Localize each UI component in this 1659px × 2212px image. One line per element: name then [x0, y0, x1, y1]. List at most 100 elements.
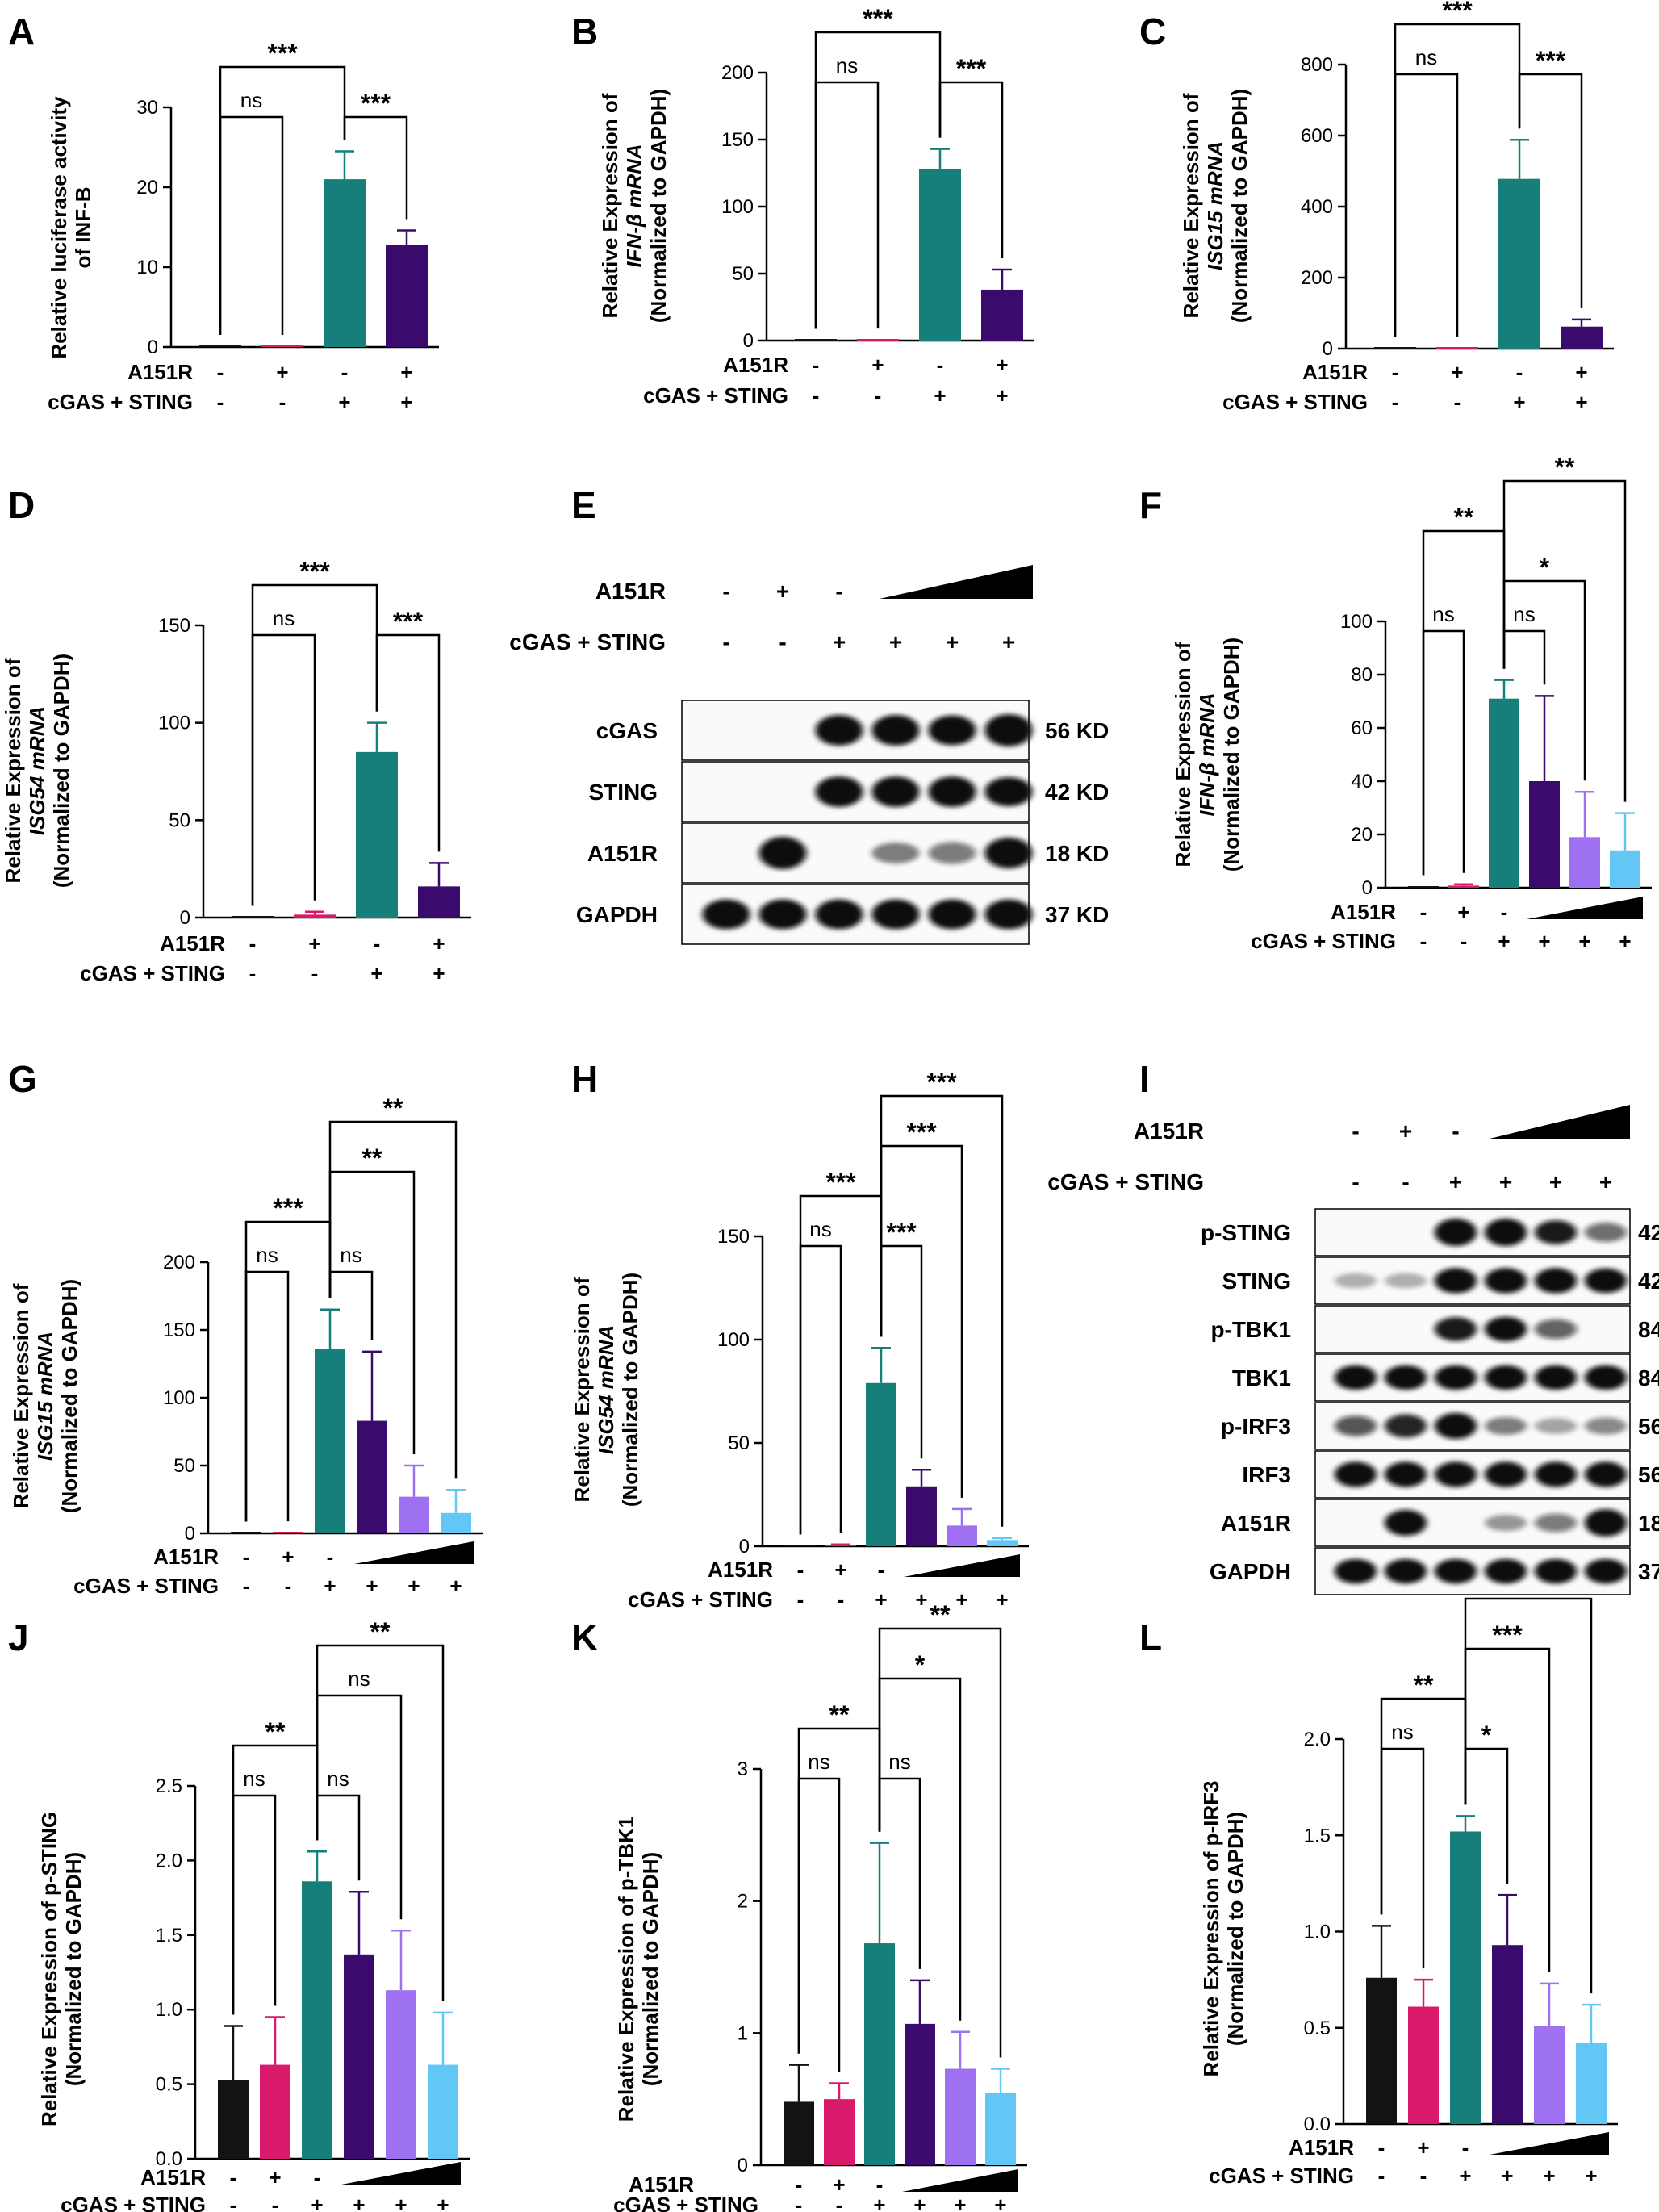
blot-band [871, 899, 920, 930]
condition-sign: - [1420, 900, 1427, 924]
bar [945, 2068, 976, 2165]
y-axis-label-line: IFN-β mRNA [1195, 692, 1219, 816]
condition-sign: + [449, 1574, 462, 1598]
significance-label: *** [267, 39, 298, 68]
chart-l: 0.0 0.5 1.0 1.5 2.0 Relative Expression of p-… [1199, 1570, 1618, 2188]
condition-sign: - [876, 2172, 884, 2197]
condition-sign: + [934, 383, 946, 408]
significance-label: ** [362, 1144, 382, 1173]
condition-sign: + [873, 2193, 885, 2212]
condition-sign: + [1543, 2164, 1555, 2188]
blot-band [815, 715, 863, 746]
y-tick-label: 150 [721, 129, 754, 151]
y-tick-label: 800 [1301, 54, 1333, 76]
blot-band [1534, 1365, 1578, 1390]
bar [344, 1954, 374, 2159]
condition-sign: - [722, 579, 729, 604]
condition-row-label: cGAS + STING [1209, 2164, 1354, 2188]
condition-sign: + [913, 2193, 926, 2212]
condition-row-label: A151R [1134, 1119, 1204, 1144]
y-tick-label: 1.0 [1304, 1921, 1331, 1943]
panel-letter-k: K [571, 1616, 598, 1658]
significance-label: *** [1442, 0, 1473, 25]
condition-sign: + [1498, 929, 1510, 953]
blot-band [928, 776, 976, 807]
condition-row-label: A151R [140, 2165, 206, 2189]
condition-row-label: A151R [1289, 2135, 1354, 2160]
condition-sign: + [276, 360, 288, 384]
panel-letter-f: F [1139, 484, 1162, 526]
bar [919, 169, 961, 341]
panel-letter-c: C [1139, 10, 1166, 52]
blot-band [1384, 1414, 1427, 1438]
blot-row-label: p-IRF3 [1221, 1414, 1291, 1439]
y-tick-label: 30 [136, 97, 158, 119]
panel-letter-l: L [1139, 1616, 1162, 1658]
y-tick-label: 60 [1351, 717, 1373, 739]
y-axis-label: Relative Expression of p-TBK1(Normalized… [614, 1817, 662, 2122]
condition-sign: - [1392, 390, 1399, 414]
blot-band [871, 843, 920, 863]
condition-sign: - [1462, 2135, 1469, 2160]
y-axis-label-line: (Normalized to GAPDH) [1219, 638, 1243, 872]
blot-band [1534, 1319, 1578, 1340]
blot-size-label: 56 KD [1045, 718, 1109, 743]
bar [218, 2080, 249, 2159]
significance-bracket [1502, 629, 1546, 685]
significance-label: ** [830, 1700, 850, 1729]
blot-band [1384, 1509, 1427, 1537]
y-tick-label: 0.5 [156, 2074, 182, 2096]
condition-sign: - [217, 390, 224, 414]
condition-sign: + [433, 961, 445, 985]
bar [273, 1532, 303, 1533]
significance-label: * [1540, 553, 1550, 582]
dose-ramp-wedge [902, 2169, 1018, 2192]
y-axis-label-line: Relative Expression of p-TBK1 [614, 1817, 638, 2122]
condition-sign: + [437, 2193, 449, 2212]
blot-e: A151R - + - cGAS + STING - - + + + + cGAS 56 KD STING… [509, 565, 1109, 945]
y-axis-label-line: ISG54 mRNA [594, 1325, 618, 1454]
y-axis-label-line: Relative Expression of p-STING [37, 1812, 61, 2126]
condition-sign: - [779, 629, 786, 654]
blot-band [1434, 1219, 1477, 1246]
bar [1366, 1977, 1397, 2124]
condition-sign: - [1516, 360, 1523, 384]
blot-size-label: 84 KD [1638, 1365, 1659, 1390]
y-tick-label: 50 [732, 263, 754, 285]
significance-label: *** [956, 54, 987, 83]
bar [386, 1990, 416, 2159]
blot-size-label: 56 KD [1638, 1414, 1659, 1439]
significance-label: ns [1513, 602, 1535, 626]
dose-ramp-wedge [341, 2162, 461, 2185]
significance-label: *** [273, 1194, 303, 1223]
blot-band [1484, 1219, 1527, 1246]
significance-label: *** [906, 1118, 937, 1147]
blot-band [1584, 1417, 1628, 1435]
y-tick-label: 2.5 [156, 1775, 182, 1797]
blot-band [1534, 1513, 1578, 1533]
y-tick-label: 2 [738, 1891, 748, 1913]
significance-bracket [316, 1794, 361, 1881]
bar [1492, 1945, 1523, 2124]
condition-sign: + [946, 629, 959, 654]
significance-label: ns [836, 53, 858, 77]
blot-band [1434, 1412, 1477, 1440]
bar [905, 2023, 935, 2165]
bar [399, 1496, 429, 1533]
condition-row-label: A151R [153, 1545, 219, 1569]
condition-sign: - [1454, 390, 1461, 414]
blot-band [815, 776, 863, 807]
y-tick-label: 200 [163, 1252, 195, 1273]
condition-sign: - [217, 360, 224, 384]
significance-bracket [1502, 479, 1627, 802]
blot-band [1534, 1558, 1578, 1584]
blot-band [1484, 1365, 1527, 1390]
condition-sign: + [1449, 1169, 1462, 1194]
condition-sign: + [1399, 1119, 1412, 1144]
blot-band [1484, 1558, 1527, 1584]
significance-label: *** [926, 1068, 957, 1097]
y-axis-label-line: Relative Expression of [570, 1277, 594, 1502]
significance-label: ns [243, 1767, 265, 1791]
condition-row-label: A151R [1331, 900, 1396, 924]
bar [260, 2064, 290, 2159]
